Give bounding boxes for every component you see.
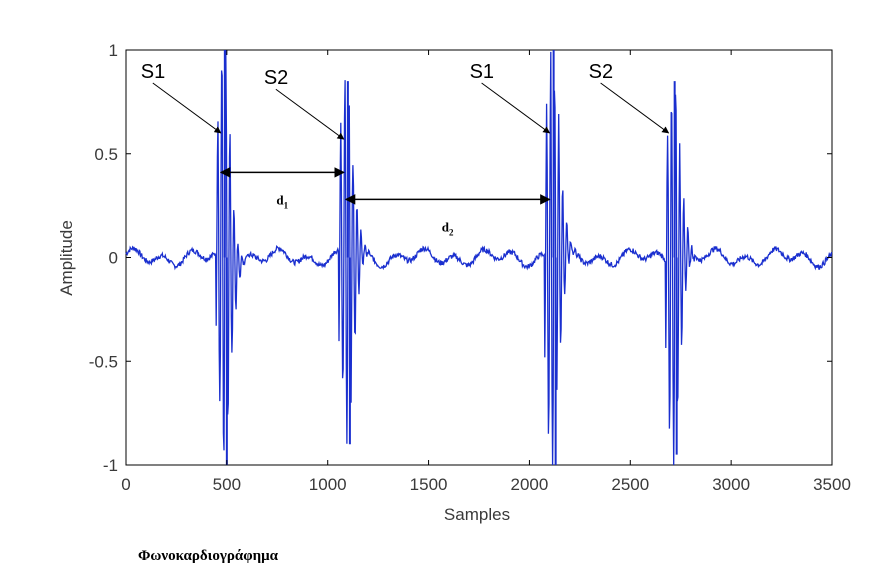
- x-tick-label: 0: [121, 475, 130, 494]
- figure-caption: Φωνοκαρδιογράφημα: [138, 548, 279, 564]
- interval-label: d2: [442, 219, 454, 237]
- x-tick-label: 3500: [813, 475, 851, 494]
- y-tick-label: 0: [109, 249, 118, 268]
- peak-label-s1: S1: [470, 61, 494, 83]
- interval-label-main: d: [442, 219, 450, 234]
- plot-area: [125, 49, 833, 466]
- axis-ticks: 0 500 1000 1500 2000 2500 3000 3500 1 0.5 0 -0.5 -1: [89, 41, 851, 494]
- annotation-arrow: [152, 82, 222, 134]
- peak-label-s2: S2: [589, 61, 613, 83]
- annotation-arrow: [275, 88, 345, 140]
- x-tick-label: 3000: [712, 475, 750, 494]
- interval-label: d1: [276, 192, 288, 210]
- y-tick-label: 1: [109, 41, 118, 60]
- interval-label-subscript: 2: [449, 227, 454, 237]
- peak-label-s2: S2: [264, 67, 288, 89]
- interval-label-subscript: 1: [284, 200, 289, 210]
- signal-line: [125, 49, 833, 466]
- peak-label-s1: S1: [141, 61, 165, 83]
- y-tick-label: 0.5: [94, 145, 118, 164]
- y-axis-title: Amplitude: [57, 220, 76, 296]
- annotation-arrow: [481, 82, 551, 134]
- signal-series: [125, 49, 833, 466]
- x-tick-label: 2000: [511, 475, 549, 494]
- interval-label-main: d: [276, 192, 284, 207]
- x-tick-label: 500: [213, 475, 241, 494]
- x-tick-label: 1500: [410, 475, 448, 494]
- x-axis-title: Samples: [444, 505, 510, 524]
- x-tick-label: 2500: [611, 475, 649, 494]
- y-tick-label: -1: [103, 456, 118, 475]
- x-tick-label: 1000: [309, 475, 347, 494]
- annotation-arrow: [600, 82, 670, 134]
- y-tick-label: -0.5: [89, 352, 118, 371]
